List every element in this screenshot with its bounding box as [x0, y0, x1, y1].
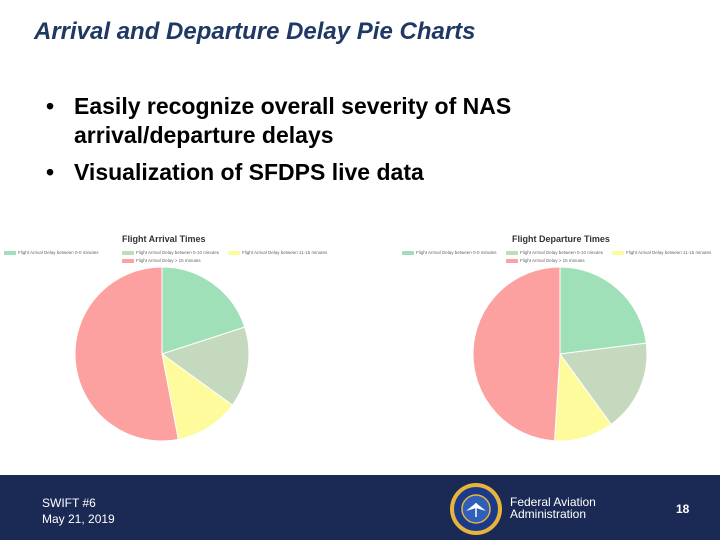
agency-line-2: Administration — [510, 507, 587, 521]
legend-swatch — [506, 258, 518, 263]
pie-slice — [559, 266, 647, 355]
legend-swatch — [612, 250, 624, 255]
bullet-list: • Easily recognize overall severity of N… — [46, 92, 686, 195]
faa-seal-icon — [450, 483, 502, 535]
bullet-text: Easily recognize overall severity of NAS… — [74, 93, 512, 148]
legend-swatch — [506, 250, 518, 255]
legend-item: Flight Arrival Delay between 0-0 minutes — [402, 250, 497, 255]
pie-slice — [74, 266, 179, 442]
pie-slice — [472, 266, 561, 442]
chart-title: Flight Departure Times — [512, 234, 610, 244]
legend-swatch — [402, 250, 414, 255]
chart-title: Flight Arrival Times — [122, 234, 206, 244]
chart-legend: Flight Arrival Delay between 0-0 minutes… — [2, 250, 327, 266]
legend-item: Flight Arrival Delay between 11-15 minut… — [612, 250, 711, 255]
event-date: May 21, 2019 — [42, 512, 115, 526]
pie-slice — [161, 266, 246, 355]
legend-item: Flight Arrival Delay between 11-15 minut… — [228, 250, 327, 255]
event-name: SWIFT #6 — [42, 496, 96, 510]
legend-label: Flight Arrival Delay between 11-15 minut… — [626, 250, 712, 255]
bullet-symbol: • — [46, 159, 55, 185]
legend-label: Flight Arrival Delay between 0-0 minutes — [416, 250, 497, 255]
page-number: 18 — [676, 502, 690, 516]
chart-legend: Flight Arrival Delay between 0-0 minutes… — [400, 250, 718, 266]
legend-label: Flight Arrival Delay > 15 minutes — [136, 258, 201, 263]
legend-item: Flight Arrival Delay between 0-0 minutes — [4, 250, 99, 255]
bullet-symbol: • — [46, 93, 55, 119]
legend-swatch — [122, 250, 134, 255]
legend-label: Flight Arrival Delay between 0-0 minutes — [18, 250, 99, 255]
arrival-chart: Flight Arrival Times Flight Arrival Dela… — [2, 228, 327, 456]
agency-line-1: Federal Aviation — [510, 495, 596, 509]
bullet-item: • Visualization of SFDPS live data — [46, 158, 686, 187]
agency-name: Federal Aviation Administration — [510, 496, 596, 520]
slide-footer: SWIFT #6 May 21, 2019 Federal Aviation A… — [0, 475, 720, 540]
legend-swatch — [4, 250, 16, 255]
pie-slice — [559, 342, 648, 426]
legend-label: Flight Arrival Delay > 15 minutes — [520, 258, 585, 263]
pie-slice — [161, 352, 234, 441]
bullet-item: • Easily recognize overall severity of N… — [46, 92, 686, 150]
legend-item: Flight Arrival Delay > 15 minutes — [506, 258, 585, 263]
pie-slice — [160, 326, 250, 406]
legend-swatch — [228, 250, 240, 255]
legend-item: Flight Arrival Delay between 0-10 minute… — [506, 250, 603, 255]
legend-label: Flight Arrival Delay between 11-15 minut… — [242, 250, 328, 255]
legend-label: Flight Arrival Delay between 0-10 minute… — [136, 250, 220, 255]
bullet-text: Visualization of SFDPS live data — [74, 159, 424, 185]
legend-item: Flight Arrival Delay > 15 minutes — [122, 258, 201, 263]
slide-title: Arrival and Departure Delay Pie Charts — [34, 18, 476, 45]
legend-label: Flight Arrival Delay between 0-10 minute… — [520, 250, 604, 255]
departure-chart: Flight Departure Times Flight Arrival De… — [400, 228, 718, 456]
arrival-pie — [74, 266, 250, 442]
legend-swatch — [122, 258, 134, 263]
departure-pie — [472, 266, 648, 442]
event-info: SWIFT #6 May 21, 2019 — [42, 495, 115, 527]
legend-item: Flight Arrival Delay between 0-10 minute… — [122, 250, 219, 255]
